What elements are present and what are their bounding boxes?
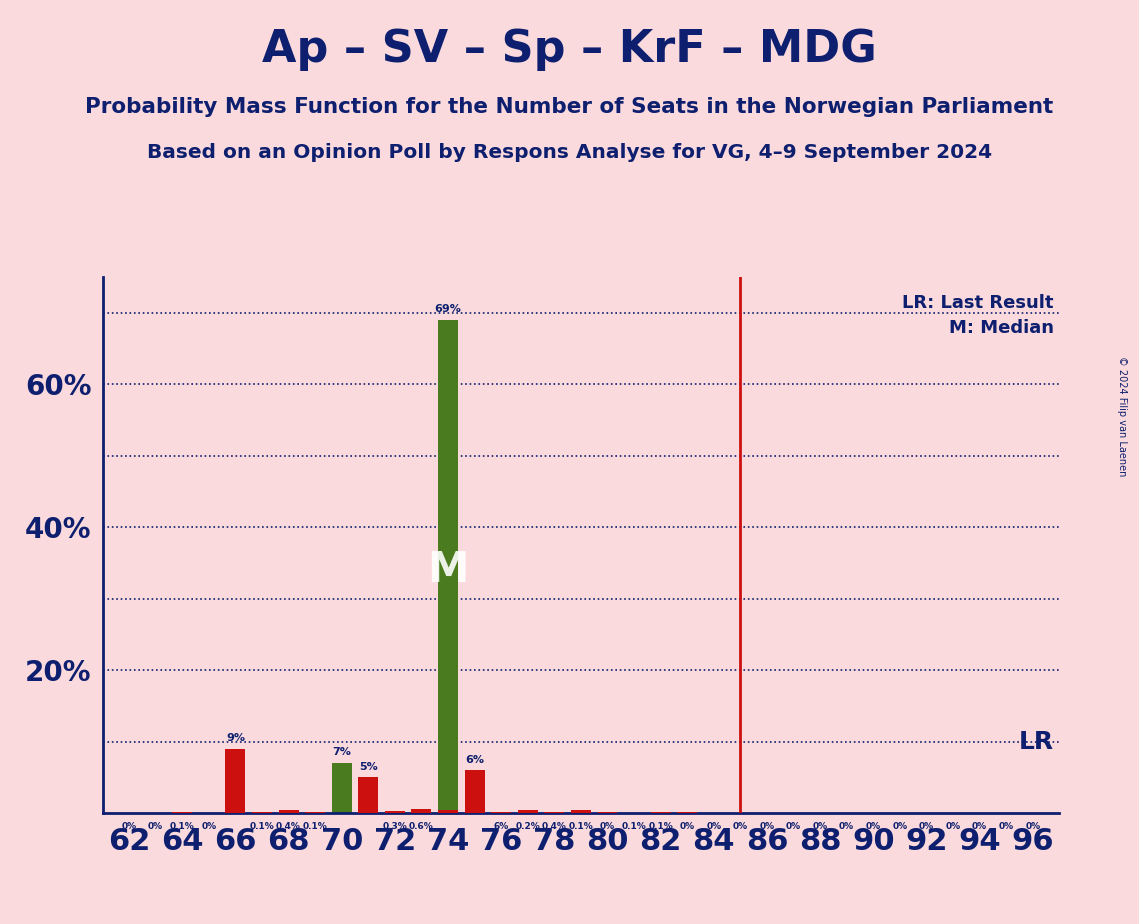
Bar (465, 771, 484, 813)
Text: 0%: 0% (760, 821, 775, 831)
Bar (439, 320, 458, 813)
Text: 69%: 69% (435, 304, 461, 314)
Text: 0%: 0% (202, 821, 216, 831)
Bar (411, 808, 432, 813)
Text: 0.1%: 0.1% (622, 821, 647, 831)
Text: 0%: 0% (812, 821, 828, 831)
Bar (491, 811, 511, 813)
Text: 0%: 0% (600, 821, 615, 831)
Text: 0%: 0% (945, 821, 960, 831)
Bar (544, 811, 564, 813)
Bar (226, 748, 245, 813)
Text: © 2024 Filip van Laenen: © 2024 Filip van Laenen (1117, 356, 1126, 476)
Text: 0.1%: 0.1% (648, 821, 673, 831)
Bar (491, 811, 511, 813)
Text: 0.1%: 0.1% (303, 821, 328, 831)
Text: M: Median: M: Median (949, 319, 1054, 336)
Text: 0.1%: 0.1% (170, 821, 195, 831)
Text: 0%: 0% (892, 821, 908, 831)
Text: 0.2%: 0.2% (515, 821, 540, 831)
Text: 0%: 0% (999, 821, 1014, 831)
Text: Based on an Opinion Poll by Respons Analyse for VG, 4–9 September 2024: Based on an Opinion Poll by Respons Anal… (147, 143, 992, 163)
Text: 0.1%: 0.1% (249, 821, 274, 831)
Text: LR: LR (1018, 730, 1054, 754)
Bar (439, 809, 458, 813)
Text: Ap – SV – Sp – KrF – MDG: Ap – SV – Sp – KrF – MDG (262, 28, 877, 71)
Text: Probability Mass Function for the Number of Seats in the Norwegian Parliament: Probability Mass Function for the Number… (85, 97, 1054, 117)
Text: 0%: 0% (148, 821, 163, 831)
Bar (518, 810, 538, 813)
Text: 0.3%: 0.3% (383, 821, 408, 831)
Text: 0.4%: 0.4% (542, 821, 567, 831)
Text: 0.6%: 0.6% (409, 821, 434, 831)
Bar (279, 810, 298, 813)
Text: 6%: 6% (493, 821, 509, 831)
Text: 5%: 5% (359, 761, 378, 772)
Text: 0%: 0% (972, 821, 988, 831)
Text: 0%: 0% (1025, 821, 1040, 831)
Bar (571, 810, 591, 813)
Text: M: M (427, 549, 469, 591)
Bar (385, 811, 404, 813)
Text: 0%: 0% (732, 821, 748, 831)
Text: LR: Last Result: LR: Last Result (902, 295, 1054, 312)
Text: 0%: 0% (919, 821, 934, 831)
Text: 6%: 6% (465, 755, 484, 764)
Text: 0%: 0% (866, 821, 880, 831)
Text: 9%: 9% (226, 733, 245, 743)
Text: 0.4%: 0.4% (276, 821, 301, 831)
Text: 0%: 0% (706, 821, 721, 831)
Text: 0%: 0% (786, 821, 801, 831)
Text: 0%: 0% (839, 821, 854, 831)
Bar (331, 763, 352, 813)
Bar (359, 777, 378, 813)
Text: 7%: 7% (333, 748, 351, 758)
Text: 0%: 0% (122, 821, 137, 831)
Text: 0%: 0% (680, 821, 695, 831)
Text: 0.1%: 0.1% (568, 821, 593, 831)
